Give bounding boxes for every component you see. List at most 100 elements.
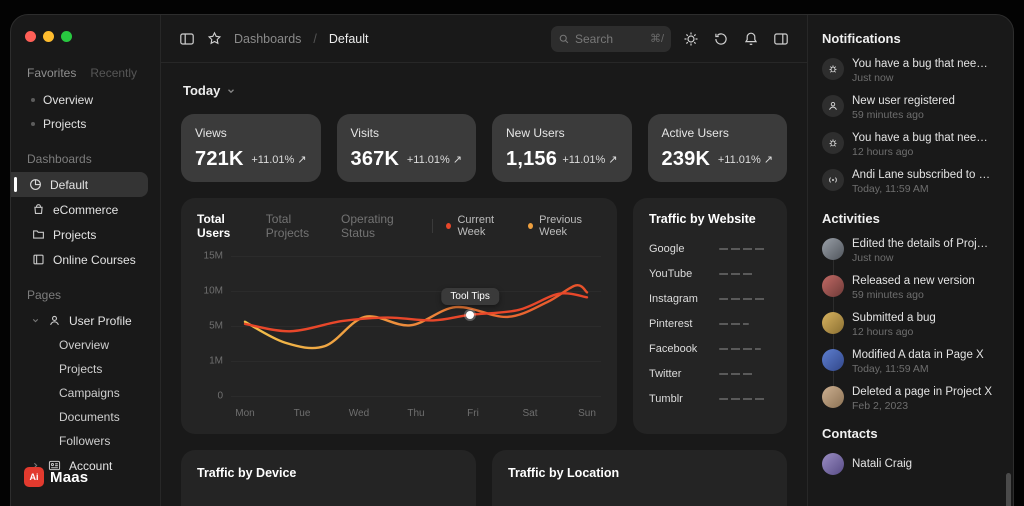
history-icon[interactable] — [713, 31, 729, 47]
stat-card-new-users[interactable]: New Users 1,156 +11.01% ↗ — [492, 114, 632, 182]
stat-value: 367K — [350, 148, 400, 170]
sidebar-item-ecommerce[interactable]: eCommerce — [23, 197, 148, 222]
tab-total-projects[interactable]: Total Projects — [265, 212, 310, 240]
logo-badge: Ai — [24, 467, 44, 487]
toggle-right-sidebar-icon[interactable] — [773, 31, 789, 47]
window-controls — [25, 31, 148, 42]
breadcrumb-current: Default — [328, 31, 369, 46]
period-selector[interactable]: Today — [183, 83, 236, 98]
stat-label: Views — [195, 126, 227, 140]
site-bar — [719, 297, 767, 300]
stat-label: Active Users — [661, 126, 729, 140]
stat-delta: +11.01% ↗ — [406, 153, 462, 167]
gridline — [231, 361, 601, 362]
sidebar-subitem-campaigns[interactable]: Campaigns — [59, 386, 120, 400]
search-input[interactable] — [575, 31, 645, 46]
activities-list: Edited the details of Project X Just now … — [822, 238, 999, 412]
sidebar-subitem-overview[interactable]: Overview — [59, 338, 110, 352]
site-row-facebook[interactable]: Facebook — [649, 336, 771, 361]
minimize-window-button[interactable] — [43, 31, 54, 42]
notification-item[interactable]: New user registered 59 minutes ago — [822, 95, 999, 121]
stat-card-visits[interactable]: Visits 367K +11.01% ↗ — [336, 114, 476, 182]
activity-item[interactable]: Released a new version 59 minutes ago — [822, 275, 999, 301]
activity-item[interactable]: Edited the details of Project X Just now — [822, 238, 999, 264]
app-logo: Ai Maas — [24, 467, 88, 487]
sidebar-subitem-projects[interactable]: Projects — [59, 362, 103, 376]
sidebar-item-label: Overview — [43, 93, 94, 107]
site-row-twitter[interactable]: Twitter — [649, 361, 771, 386]
tab-favorites[interactable]: Favorites — [27, 66, 77, 80]
site-bar — [719, 347, 761, 350]
traffic-by-location-card: Traffic by Location — [492, 450, 787, 506]
notifications-title: Notifications — [822, 31, 901, 46]
sidebar-subitem-followers[interactable]: Followers — [59, 434, 111, 448]
site-row-google[interactable]: Google — [649, 236, 771, 261]
tab-operating-status[interactable]: Operating Status — [341, 212, 394, 240]
chart-tooltip-dot — [466, 310, 475, 319]
sidebar-item-projects[interactable]: Projects — [23, 112, 148, 136]
gridline — [231, 291, 601, 292]
x-axis-labels: Mon Tue Wed Thu Fri Sat Sun — [235, 408, 596, 419]
dashboard-content: Today Views 721K +11.01% ↗ Visits 367K +1… — [161, 63, 807, 506]
top-header: Dashboards / Default ⌘/ — [161, 15, 807, 63]
sidebar-item-user-profile[interactable]: User Profile — [23, 308, 148, 333]
activity-item[interactable]: Submitted a bug 12 hours ago — [822, 312, 999, 338]
sidebar-item-label: Projects — [43, 117, 87, 131]
sidebar-item-label: eCommerce — [53, 202, 119, 217]
user-icon — [50, 315, 59, 326]
gridline — [231, 326, 601, 327]
divider — [431, 219, 433, 233]
sidebar-item-projects-dash[interactable]: Projects — [23, 222, 148, 247]
star-icon[interactable] — [207, 31, 222, 46]
maximize-window-button[interactable] — [61, 31, 72, 42]
sidebar-item-label: Online Courses — [53, 252, 136, 267]
bullet-icon — [31, 122, 35, 126]
site-row-pinterest[interactable]: Pinterest — [649, 311, 771, 336]
site-bar — [719, 322, 749, 325]
bell-icon[interactable] — [743, 31, 759, 47]
stat-cards: Views 721K +11.01% ↗ Visits 367K +11.01% ↗… — [181, 114, 787, 182]
stat-value: 239K — [661, 148, 711, 170]
toggle-left-sidebar-icon[interactable] — [179, 31, 195, 47]
sidebar-item-default[interactable]: Default — [11, 172, 148, 197]
stat-card-active-users[interactable]: Active Users 239K +11.01% ↗ — [647, 114, 787, 182]
tab-total-users[interactable]: Total Users — [197, 212, 231, 240]
site-row-tumblr[interactable]: Tumblr — [649, 386, 771, 411]
avatar — [822, 312, 844, 334]
sidebar-item-overview[interactable]: Overview — [23, 88, 148, 112]
bug-icon — [829, 139, 837, 147]
search-icon — [559, 34, 569, 43]
close-window-button[interactable] — [25, 31, 36, 42]
stat-delta: +11.01% ↗ — [251, 153, 307, 167]
site-row-youtube[interactable]: YouTube — [649, 261, 771, 286]
breadcrumb-parent[interactable]: Dashboards — [234, 31, 302, 46]
site-bar — [719, 247, 765, 250]
sidebar: Favorites Recently Overview Projects Das… — [11, 15, 161, 506]
trend-up-icon: ↗ — [452, 154, 462, 166]
site-row-instagram[interactable]: Instagram — [649, 286, 771, 311]
theme-sun-icon[interactable] — [683, 31, 699, 47]
sidebar-tabs: Favorites Recently — [27, 66, 148, 80]
activity-item[interactable]: Deleted a page in Project X Feb 2, 2023 — [822, 386, 999, 412]
scrollbar-thumb[interactable] — [1006, 473, 1011, 506]
card-title: Traffic by Device — [197, 466, 297, 480]
search-box[interactable]: ⌘/ — [551, 25, 671, 52]
avatar — [822, 453, 844, 475]
user-icon — [829, 102, 837, 110]
sidebar-item-online-courses[interactable]: Online Courses — [23, 247, 148, 272]
activity-item[interactable]: Modified A data in Page X Today, 11:59 AM — [822, 349, 999, 375]
tab-recently[interactable]: Recently — [90, 66, 138, 80]
main-area: Dashboards / Default ⌘/ Today — [161, 15, 807, 506]
legend-dot — [446, 223, 452, 229]
stat-card-views[interactable]: Views 721K +11.01% ↗ — [181, 114, 321, 182]
sidebar-subitem-documents[interactable]: Documents — [59, 410, 120, 424]
sidebar-item-label: Account — [69, 458, 113, 473]
line-chart-plot[interactable]: Tool Tips — [231, 252, 601, 400]
notification-item[interactable]: Andi Lane subscribed to you Today, 11:59 … — [822, 169, 999, 195]
notification-item[interactable]: You have a bug that needs t... Just now — [822, 58, 999, 84]
contact-item[interactable]: Natali Craig — [822, 453, 999, 475]
period-label: Today — [183, 83, 221, 98]
notification-item[interactable]: You have a bug that needs t... 12 hours a… — [822, 132, 999, 158]
search-shortcut: ⌘/ — [649, 33, 664, 45]
book-icon — [33, 254, 44, 265]
